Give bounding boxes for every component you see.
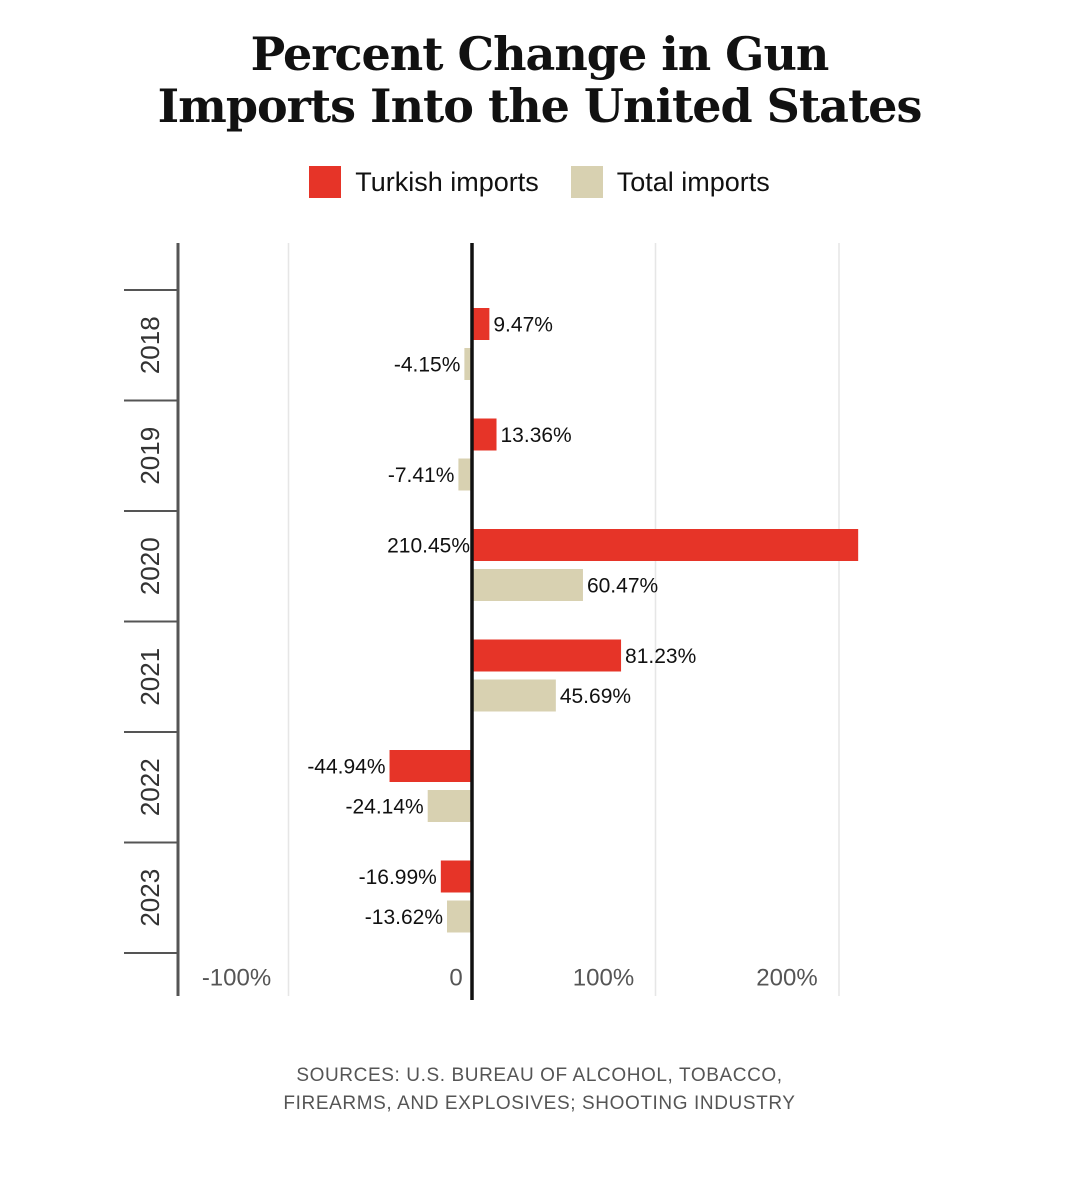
category-label-2023: 2023 bbox=[135, 869, 165, 927]
legend-label-total: Total imports bbox=[616, 166, 770, 197]
source-line-2: FIREARMS, AND EXPLOSIVES; SHOOTING INDUS… bbox=[283, 1093, 796, 1114]
data-label-turkish-2021: 81.23% bbox=[625, 645, 696, 668]
x-tick-label-3: 200% bbox=[756, 965, 817, 992]
x-tick-label-0: -100% bbox=[202, 965, 271, 992]
data-label-turkish-2018: 9.47% bbox=[493, 314, 553, 337]
bar-turkish-2019 bbox=[472, 418, 497, 451]
bar-total-2023 bbox=[447, 900, 472, 933]
bar-total-2018 bbox=[464, 348, 472, 380]
legend-swatch-total bbox=[570, 166, 603, 198]
bar-total-2019 bbox=[458, 458, 472, 491]
bar-turkish-2021 bbox=[472, 639, 622, 672]
data-label-total-2021: 45.69% bbox=[560, 685, 631, 708]
source-note: SOURCES: U.S. BUREAU OF ALCOHOL, TOBACCO… bbox=[0, 1062, 1079, 1118]
data-label-turkish-2020: 210.45% bbox=[387, 535, 470, 558]
category-label-2018: 2018 bbox=[135, 316, 165, 374]
data-label-turkish-2019: 13.36% bbox=[501, 424, 572, 447]
data-label-total-2019: -7.41% bbox=[388, 464, 455, 487]
x-tick-label-2: 100% bbox=[573, 965, 634, 992]
chart-title: Percent Change in Gun Imports Into the U… bbox=[0, 28, 1079, 132]
chart-title-line-1: Percent Change in Gun bbox=[250, 27, 830, 81]
category-label-2019: 2019 bbox=[135, 427, 165, 485]
bar-total-2020 bbox=[472, 569, 583, 601]
bar-turkish-2020 bbox=[472, 529, 859, 561]
data-label-total-2023: -13.62% bbox=[365, 906, 443, 929]
legend-label-turkish: Turkish imports bbox=[355, 166, 539, 197]
data-label-turkish-2022: -44.94% bbox=[307, 756, 385, 779]
category-label-2020: 2020 bbox=[135, 537, 165, 595]
data-label-total-2020: 60.47% bbox=[587, 575, 658, 598]
legend-swatch-turkish bbox=[309, 166, 342, 198]
chart-legend: Turkish imports Total imports bbox=[0, 166, 1079, 198]
bar-turkish-2023 bbox=[440, 860, 472, 893]
data-label-total-2022: -24.14% bbox=[345, 796, 423, 819]
legend-item-turkish: Turkish imports bbox=[309, 166, 539, 198]
legend-item-total: Total imports bbox=[570, 166, 770, 198]
bar-turkish-2022 bbox=[389, 750, 472, 782]
data-label-turkish-2023: -16.99% bbox=[359, 866, 437, 889]
chart-title-line-2: Imports Into the United States bbox=[157, 79, 923, 133]
category-label-2022: 2022 bbox=[135, 758, 165, 816]
bar-total-2021 bbox=[472, 679, 556, 712]
x-tick-label-1: 0 bbox=[449, 965, 462, 992]
category-label-2021: 2021 bbox=[135, 648, 165, 706]
source-line-1: SOURCES: U.S. BUREAU OF ALCOHOL, TOBACCO… bbox=[296, 1065, 783, 1086]
bar-total-2022 bbox=[427, 790, 472, 822]
bar-turkish-2018 bbox=[472, 308, 490, 340]
data-label-total-2018: -4.15% bbox=[394, 354, 461, 377]
bar-chart: 2018 2019 2020 2021 2022 2023 9.47% 13.36% 210.4… bbox=[124, 243, 859, 1000]
